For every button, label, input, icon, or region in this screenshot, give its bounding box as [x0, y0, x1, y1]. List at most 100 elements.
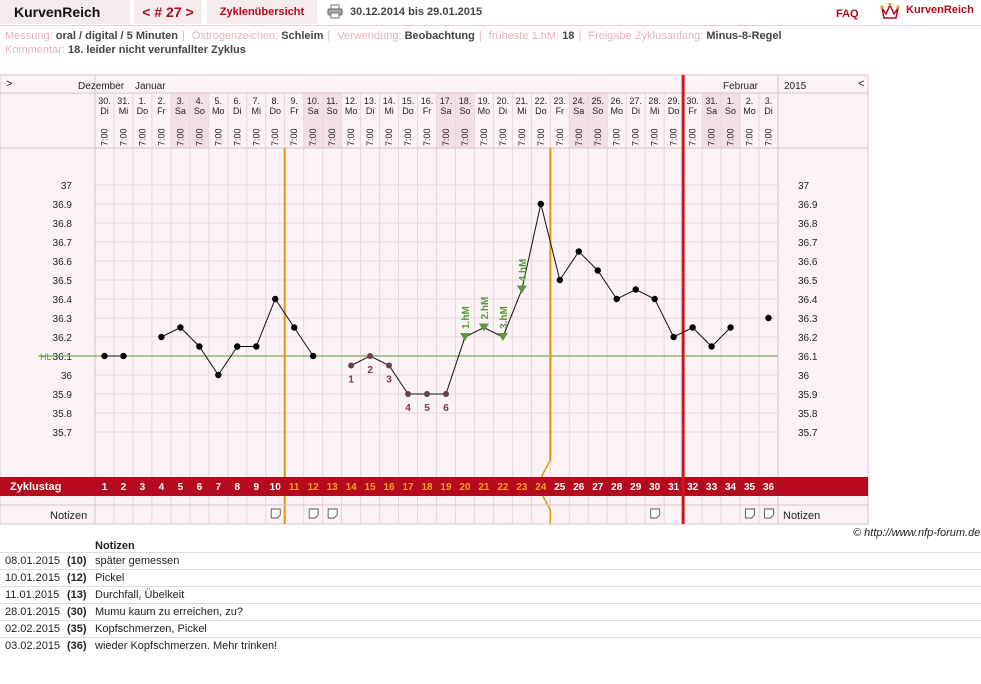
- header-time: 7:00: [555, 128, 565, 146]
- app-brand[interactable]: KurvenReich: [0, 0, 130, 24]
- note-icon[interactable]: [270, 508, 281, 519]
- freigabe-value: Minus-8-Regel: [706, 30, 782, 42]
- weekend-shade: [189, 93, 209, 148]
- note-day: (12): [67, 572, 87, 584]
- header-weekday: Sa: [440, 106, 451, 116]
- kommentar-value: 18. leider nicht verunfallter Zyklus: [67, 44, 246, 56]
- y-tick-left: 36.3: [53, 314, 73, 325]
- header-time: 7:00: [441, 128, 451, 146]
- cycle-day-number: 19: [440, 482, 452, 493]
- crown-icon[interactable]: [880, 2, 900, 20]
- header-weekday: Mi: [384, 106, 394, 116]
- high-temp-label: 3.hM: [499, 306, 510, 329]
- note-date: 11.01.2015: [5, 589, 60, 601]
- temperature-chart: > <Dezember Januar Februar 201530.Di7:0031.M…: [0, 74, 869, 525]
- temp-point: [537, 200, 545, 208]
- printer-icon[interactable]: [327, 4, 343, 19]
- cycle-day-number: 9: [253, 482, 259, 493]
- note-row: 28.01.2015 (30) Mumu kaum zu erreichen, zu…: [0, 603, 981, 620]
- cycle-day-number: 15: [365, 482, 377, 493]
- weekend-shade: [170, 93, 190, 148]
- header-weekday: Di: [233, 106, 242, 116]
- header-time: 7:00: [384, 128, 394, 146]
- note-icon[interactable]: [327, 508, 338, 519]
- header-date: 23.: [554, 96, 567, 106]
- copyright[interactable]: © http://www.nfp-forum.de: [853, 527, 981, 539]
- high-temp-label: 2.hM: [480, 297, 491, 320]
- header-weekday: So: [725, 106, 736, 116]
- header-weekday: Di: [499, 106, 508, 116]
- header-time: 7:00: [99, 128, 109, 146]
- cycle-navigator[interactable]: < # 27 >: [134, 0, 202, 24]
- cycle-day-number: 17: [402, 482, 414, 493]
- note-icon[interactable]: [764, 508, 774, 519]
- high-temp-marker: [478, 323, 489, 332]
- low-temp-point: [442, 391, 449, 397]
- y-tick-right: 36.8: [798, 219, 818, 230]
- header-time: 7:00: [327, 128, 337, 146]
- header-time: 7:00: [251, 128, 261, 146]
- cycle-day-number: 16: [384, 482, 396, 493]
- header-date: 13.: [364, 96, 377, 106]
- cycle-day-number: 35: [744, 482, 756, 493]
- freigabe-label: Freigabe Zyklusanfang:: [588, 30, 704, 42]
- header-time: 7:00: [270, 128, 280, 146]
- header-weekday: Fr: [423, 106, 432, 116]
- cycle-day-number: 3: [140, 482, 146, 493]
- header-weekday: Fr: [556, 106, 565, 116]
- temp-point: [196, 343, 203, 350]
- y-tick-right: 36.2: [798, 333, 818, 344]
- coverline-label: HL: [40, 352, 52, 362]
- cycle-overview-link[interactable]: Zyklenübersicht: [207, 0, 317, 24]
- low-temp-point: [405, 391, 412, 397]
- low-temp-label: 4: [405, 403, 411, 414]
- cycle-day-number: 4: [159, 482, 165, 493]
- header-time: 7:00: [213, 128, 223, 146]
- temp-point: [272, 295, 279, 303]
- scroll-left-arrow[interactable]: >: [6, 78, 12, 90]
- temp-point: [215, 371, 222, 379]
- faq-link[interactable]: FAQ: [836, 8, 859, 20]
- scroll-right-arrow[interactable]: <: [858, 78, 864, 90]
- header-time: 7:00: [194, 128, 204, 146]
- logo-text[interactable]: KurvenReich: [906, 4, 974, 16]
- cycle-day-number: 14: [346, 482, 358, 493]
- low-temp-point: [348, 362, 355, 369]
- header-date: 24.: [573, 96, 586, 106]
- note-icon[interactable]: [650, 508, 661, 519]
- cycle-day-number: 26: [573, 482, 585, 493]
- cycle-day-number: 25: [554, 482, 566, 493]
- messung-label: Messung:: [5, 30, 53, 42]
- y-tick-right: 36.5: [798, 276, 818, 287]
- header-time: 7:00: [612, 128, 622, 146]
- low-temp-point: [424, 391, 431, 397]
- header-time: 7:00: [745, 128, 755, 146]
- note-icon[interactable]: [745, 508, 755, 519]
- temp-point: [632, 286, 639, 293]
- header-time: 7:00: [536, 128, 546, 146]
- header-date: 3.: [177, 96, 185, 106]
- header-weekday: So: [459, 106, 470, 116]
- temp-point: [765, 314, 772, 322]
- header-weekday: Mo: [345, 106, 358, 116]
- note-date: 08.01.2015: [5, 555, 61, 567]
- note-row: 08.01.2015 (10) später gemessen: [0, 552, 981, 569]
- header-weekday: Mi: [650, 106, 660, 116]
- cycle-day-number: 18: [421, 482, 433, 493]
- header-date: 1.: [139, 96, 147, 106]
- header-weekday: Mo: [610, 106, 623, 116]
- header-weekday: Fr: [688, 106, 697, 116]
- low-temp-label: 3: [386, 375, 392, 386]
- header-weekday: Sa: [308, 106, 319, 116]
- header-date: 11.: [326, 96, 338, 106]
- low-temp-label: 5: [424, 403, 430, 414]
- high-temp-label: 1.hM: [461, 306, 472, 329]
- weekend-shade: [569, 93, 589, 148]
- temp-point: [556, 276, 564, 284]
- note-date: 10.01.2015: [5, 572, 61, 584]
- header-weekday: Di: [631, 106, 640, 116]
- kommentar-label: Kommentar:: [5, 44, 65, 56]
- note-icon[interactable]: [308, 508, 319, 519]
- frueheste-value: 18: [562, 30, 575, 42]
- info-line-2: Kommentar: 18. leider nicht verunfallter…: [5, 44, 246, 56]
